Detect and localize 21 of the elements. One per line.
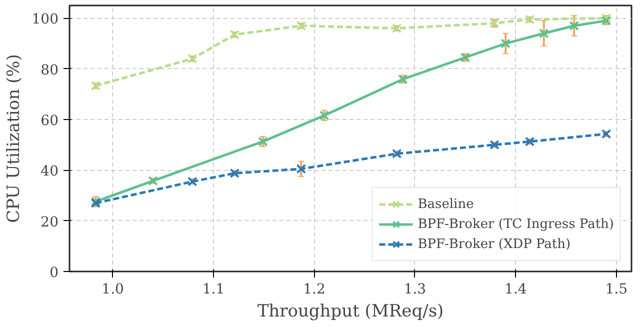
point (500, 38, 510, 48)
y-tick-label: 40 (40, 164, 59, 180)
point (569, 20, 579, 31)
x-tick-label: 1.3 (404, 282, 426, 298)
point (538, 28, 549, 38)
y-tick-label: 0 (50, 265, 59, 281)
x-tick-label: 1.2 (303, 282, 326, 298)
legend-label: BPF-Broker (TC Ingress Path) (418, 216, 614, 232)
y-tick-label: 20 (40, 214, 59, 230)
y-axis-title: CPU Utilization (%) (4, 54, 24, 223)
x-tick-label: 1.5 (605, 282, 628, 298)
x-tick-label: 1.0 (102, 282, 124, 298)
y-tick-label: 100 (32, 12, 59, 28)
point (296, 164, 306, 174)
x-tick-label: 1.1 (202, 282, 225, 298)
legend-label: BPF-Broker (XDP Path) (418, 236, 571, 252)
y-tick-label: 60 (40, 113, 59, 129)
x-axis-title: Throughput (MReq/s) (257, 302, 444, 322)
x-tick-label: 1.4 (504, 282, 527, 298)
legend-label: Baseline (418, 196, 474, 212)
y-tick-label: 80 (40, 62, 59, 78)
